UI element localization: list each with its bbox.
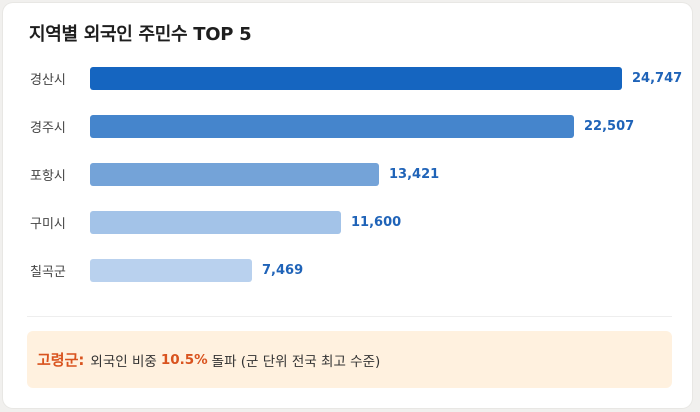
bar-label: 경산시: [30, 73, 66, 88]
bar-value: 24,747: [632, 71, 683, 86]
bar-row: 포항시 13,421: [3, 163, 692, 186]
bar-label: 칠곡군: [30, 265, 66, 280]
divider: [27, 316, 672, 317]
bar-value: 13,421: [389, 167, 440, 182]
bar-value: 7,469: [262, 263, 304, 278]
bar-value: 11,600: [351, 215, 402, 230]
bar-label: 경주시: [30, 121, 66, 136]
bar: [90, 67, 622, 90]
bar-row: 경산시 24,747: [3, 67, 692, 90]
bar-label: 포항시: [30, 169, 66, 184]
bar: [90, 115, 574, 138]
bar: [90, 163, 379, 186]
bar-value: 22,507: [584, 119, 635, 134]
callout-suffix: 돌파 (군 단위 전국 최고 수준): [211, 353, 381, 370]
bar: [90, 259, 252, 282]
bar-label: 구미시: [30, 217, 66, 232]
callout-box: 고령군: 외국인 비중 10.5% 돌파 (군 단위 전국 최고 수준): [27, 331, 672, 388]
callout-prefix: 외국인 비중: [90, 353, 157, 370]
callout-region: 고령군:: [37, 351, 85, 369]
callout-percent: 10.5%: [160, 351, 208, 368]
chart-card: 지역별 외국인 주민수 TOP 5 경산시 24,747 경주시 22,507 포항시 1…: [3, 3, 692, 408]
chart-title: 지역별 외국인 주민수 TOP 5: [29, 24, 252, 45]
bar-row: 경주시 22,507: [3, 115, 692, 138]
bar-row: 칠곡군 7,469: [3, 259, 692, 282]
bar: [90, 211, 341, 234]
bar-row: 구미시 11,600: [3, 211, 692, 234]
